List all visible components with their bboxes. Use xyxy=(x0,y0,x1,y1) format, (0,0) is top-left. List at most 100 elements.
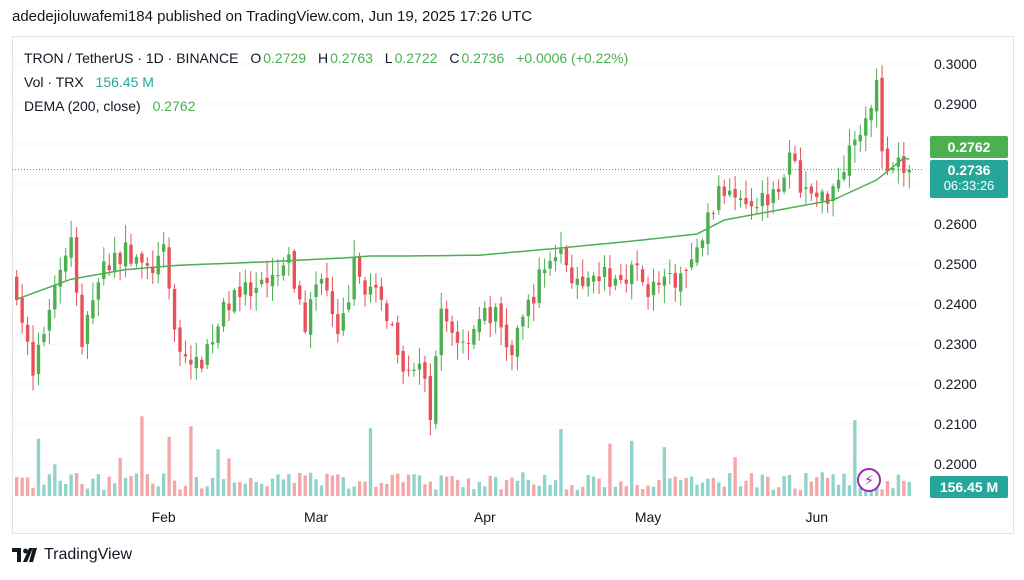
candle-body xyxy=(64,255,68,272)
candle-body xyxy=(20,297,24,323)
candle-body xyxy=(352,257,356,300)
candlestick-chart[interactable]: 0.2000 0.2100 0.2200 0.2300 0.2400 0.2500 0.26… xyxy=(12,36,1014,534)
candle-body xyxy=(472,328,476,345)
volume-bar xyxy=(265,486,269,496)
volume-bar xyxy=(874,487,879,496)
volume-bar xyxy=(700,482,705,496)
candle-body xyxy=(200,359,204,369)
candle-body xyxy=(602,267,607,278)
volume-bar xyxy=(444,476,449,496)
volume-bar xyxy=(499,489,503,496)
candle-body xyxy=(319,278,324,284)
volume-bar xyxy=(798,489,803,496)
volume-bar xyxy=(477,481,482,496)
volume-bar xyxy=(836,484,841,496)
volume-bar xyxy=(249,478,253,496)
candle-body xyxy=(140,253,144,263)
candle-body xyxy=(864,118,868,136)
dema-label: DEMA (200, close) xyxy=(24,98,141,114)
volume-bar xyxy=(483,486,487,496)
volume-bar xyxy=(624,486,628,496)
candle-body xyxy=(749,200,754,207)
volume-bar xyxy=(357,481,362,496)
candle-body xyxy=(831,186,835,201)
candle-body xyxy=(727,190,732,195)
candle-body xyxy=(183,354,188,357)
candle-body xyxy=(221,301,226,327)
dema-price-tag: 0.2762 xyxy=(930,136,1008,158)
candle-body xyxy=(548,260,552,269)
volume-bar xyxy=(733,457,737,496)
volume-bar xyxy=(36,438,41,496)
candle-body xyxy=(238,286,242,298)
candles xyxy=(15,65,911,436)
candle-body xyxy=(265,277,269,283)
tradingview-logo-icon xyxy=(12,548,37,562)
candle-body xyxy=(254,287,258,293)
candle-body xyxy=(385,303,389,322)
volume-bar xyxy=(412,474,416,496)
bar-countdown: 06:33:26 xyxy=(943,178,995,193)
volume-bar xyxy=(428,481,433,496)
candle-body xyxy=(521,316,525,327)
candle-body xyxy=(793,153,797,161)
volume-bar xyxy=(47,474,52,496)
legend-dema-row[interactable]: DEMA (200, close) 0.2762 xyxy=(24,94,628,118)
volume-bar xyxy=(379,483,384,496)
volume-bar xyxy=(194,476,199,496)
volume-bar xyxy=(646,485,650,496)
legend-volume-row[interactable]: Vol · TRX 156.45 M xyxy=(24,70,628,94)
candle-body xyxy=(287,254,291,263)
candle-body xyxy=(662,276,667,286)
candle-body xyxy=(766,194,770,206)
candle-body xyxy=(161,244,166,252)
candle-body xyxy=(15,276,19,300)
candle-body xyxy=(466,342,471,344)
volume-bar xyxy=(347,488,351,496)
volume-bar xyxy=(455,479,460,496)
volume-bar xyxy=(493,476,498,496)
price-tick-label: 0.2100 xyxy=(934,416,977,432)
volume-bar xyxy=(156,486,160,496)
candle-body xyxy=(776,188,781,192)
price-tick-label: 0.3000 xyxy=(934,56,977,72)
tradingview-logo[interactable]: TradingView xyxy=(12,546,132,564)
candle-body xyxy=(303,302,307,332)
time-tick-label: Feb xyxy=(152,509,176,525)
volume-bar xyxy=(96,474,101,496)
time-tick-label: May xyxy=(635,509,661,525)
volume-bar xyxy=(526,479,530,496)
volume-bar xyxy=(608,443,612,496)
volume-bar xyxy=(722,486,726,496)
volume-bar xyxy=(570,485,574,496)
candle-body xyxy=(591,275,596,282)
candle-body xyxy=(880,77,884,152)
candle-body xyxy=(31,341,35,376)
volume-bar xyxy=(15,476,19,496)
time-axis: Feb Mar Apr May Jun xyxy=(152,509,828,525)
lightning-bolt-icon[interactable]: ⚡ xyxy=(857,468,881,492)
volume-bar xyxy=(390,474,394,496)
volume-bar xyxy=(227,458,231,496)
candle-body xyxy=(314,284,318,298)
dema-path xyxy=(16,157,910,300)
candle-body xyxy=(450,321,454,333)
candle-body xyxy=(597,276,601,282)
volume-bar xyxy=(221,479,226,496)
candle-body xyxy=(145,263,150,266)
symbol-title[interactable]: TRON / TetherUS · 1D · BINANCE xyxy=(24,50,239,66)
volume-bar xyxy=(58,480,62,496)
volume-bar xyxy=(597,478,601,496)
volume-bar xyxy=(630,440,634,496)
candle-body xyxy=(657,282,661,285)
candle-body xyxy=(613,278,618,286)
price-tick-label: 0.2200 xyxy=(934,376,977,392)
volume-bar xyxy=(314,479,318,496)
candle-body xyxy=(902,156,906,173)
last-price-tag: 0.2736 06:33:26 xyxy=(930,160,1008,198)
candle-body xyxy=(123,242,128,267)
ohlc-change: +0.0006 (+0.22%) xyxy=(516,50,629,66)
candle-body xyxy=(406,369,411,371)
candle-body xyxy=(815,192,819,197)
candle-body xyxy=(396,322,400,355)
